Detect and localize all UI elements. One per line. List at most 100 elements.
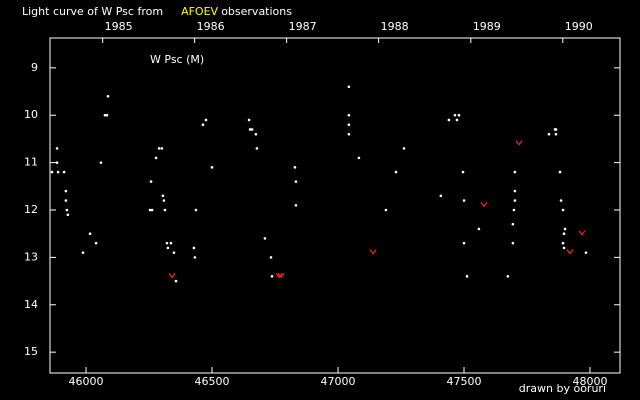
point: [263, 237, 267, 240]
point: [106, 94, 110, 98]
point: [461, 170, 465, 174]
y-tick-label: 15: [24, 345, 38, 358]
point: [204, 118, 208, 122]
point: [547, 132, 551, 136]
point: [512, 208, 516, 212]
point: [562, 246, 566, 250]
point: [554, 132, 558, 136]
point: [506, 275, 510, 278]
point: [163, 208, 167, 212]
point: [563, 227, 567, 231]
limit-point: [578, 230, 586, 236]
point: [511, 241, 515, 245]
point: [56, 170, 60, 174]
point: [150, 208, 154, 212]
point: [64, 199, 68, 202]
point: [584, 251, 588, 254]
x-tick-label: 46000: [69, 375, 104, 388]
point: [66, 213, 70, 217]
point: [157, 147, 161, 150]
point: [347, 113, 351, 117]
point: [511, 222, 515, 226]
limit-point: [515, 140, 523, 146]
point: [99, 161, 103, 164]
point: [293, 166, 297, 169]
x2-tick-label: 1988: [381, 20, 409, 33]
point: [269, 256, 273, 259]
y-tick-label: 9: [31, 61, 38, 74]
point: [559, 199, 563, 202]
point: [394, 170, 398, 174]
point: [558, 170, 562, 174]
point: [254, 132, 258, 136]
point: [50, 170, 54, 174]
point: [255, 147, 259, 150]
point: [193, 256, 197, 259]
point: [248, 128, 252, 131]
point: [561, 241, 565, 245]
x2-tick-label: 1990: [565, 20, 593, 33]
point: [247, 118, 251, 122]
point: [55, 147, 59, 150]
chart-title: Light curve of W Psc from AFOEV observatio…: [22, 5, 292, 18]
point: [513, 199, 517, 202]
x-tick-label: 47500: [447, 375, 482, 388]
point: [561, 208, 565, 212]
point: [347, 85, 351, 89]
x-tick-label: 47000: [321, 375, 356, 388]
point: [88, 232, 92, 235]
point: [165, 241, 169, 245]
point: [160, 147, 164, 150]
point: [174, 279, 178, 283]
point: [402, 147, 406, 150]
plot-frame: [49, 37, 621, 374]
point: [447, 118, 451, 122]
point: [513, 189, 517, 193]
point: [453, 113, 457, 117]
point: [455, 118, 459, 122]
point: [161, 194, 165, 198]
x2-tick-label: 1989: [473, 20, 501, 33]
point: [64, 189, 68, 193]
point: [201, 123, 205, 127]
limit-point: [480, 201, 488, 208]
point: [162, 199, 166, 202]
limit-point: [369, 249, 377, 255]
point: [103, 113, 107, 117]
y-tick-label: 13: [24, 250, 38, 263]
limit-point: [277, 272, 285, 279]
limit-point: [275, 272, 283, 279]
point: [65, 208, 69, 212]
point: [439, 194, 443, 198]
point: [294, 180, 298, 183]
point: [55, 161, 59, 164]
point: [457, 113, 461, 117]
point: [62, 170, 66, 174]
point: [192, 246, 196, 250]
point: [172, 251, 176, 254]
point: [462, 241, 466, 245]
y-tick-label: 12: [24, 203, 38, 216]
point: [105, 113, 109, 117]
point: [357, 156, 361, 160]
point: [210, 166, 214, 169]
x-tick-label: 48000: [573, 375, 608, 388]
point: [270, 275, 274, 278]
x2-tick-label: 1985: [105, 20, 133, 33]
y-tick-label: 10: [24, 108, 38, 121]
y-tick-label: 14: [24, 298, 38, 311]
point: [347, 123, 351, 127]
point: [562, 232, 566, 235]
point: [513, 170, 517, 174]
point: [148, 208, 152, 212]
title-source: AFOEV: [181, 5, 218, 18]
legend-label: W Psc (M): [150, 53, 204, 66]
y-tick-label: 11: [24, 156, 38, 169]
point: [554, 128, 558, 131]
x-tick-label: 46500: [195, 375, 230, 388]
point: [384, 208, 388, 212]
limit-point: [168, 272, 176, 279]
point: [462, 199, 466, 202]
